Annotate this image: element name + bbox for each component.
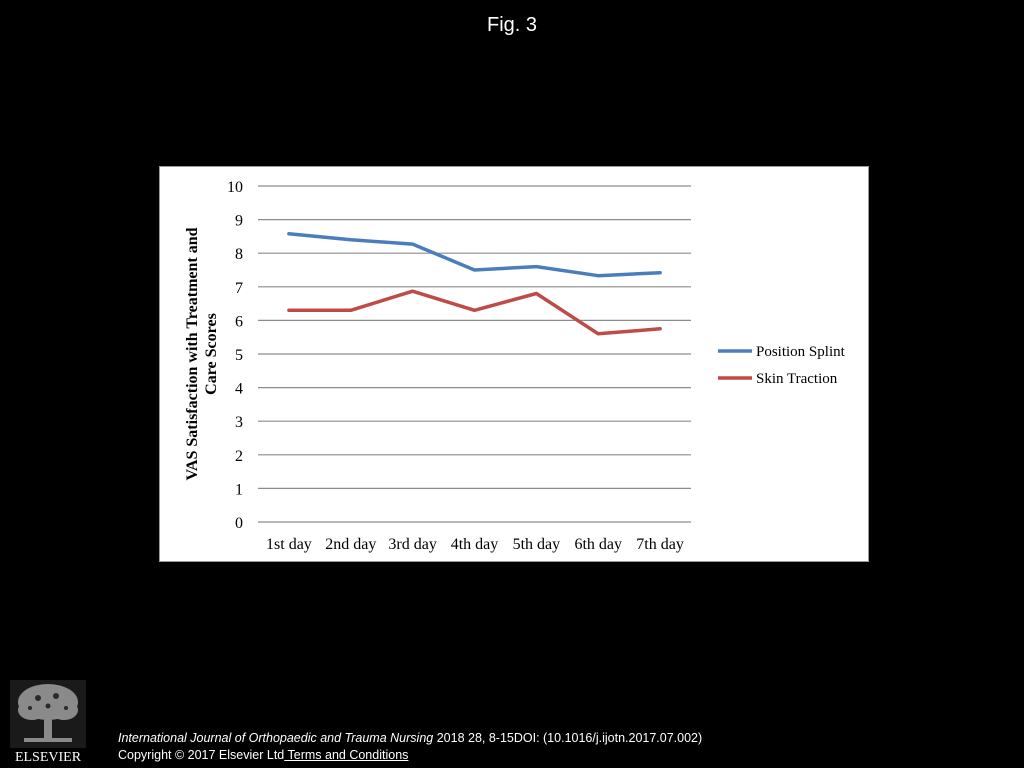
copyright-line: Copyright © 2017 Elsevier Ltd Terms and … — [118, 748, 408, 762]
x-tick-label: 6th day — [574, 536, 622, 553]
y-tick-label: 6 — [235, 313, 243, 330]
x-tick-label: 1st day — [266, 536, 312, 553]
chart-panel: 0 1 2 3 4 5 6 7 8 9 10 1st day 2nd day 3rd day 4th da… — [159, 166, 869, 562]
series-line-2 — [287, 289, 662, 336]
y-tick-label: 10 — [227, 179, 243, 196]
y-axis-label-line: Care Scores — [203, 313, 220, 395]
x-tick-label: 7th day — [636, 536, 684, 553]
journal-name: International Journal of Orthopaedic and… — [118, 731, 434, 745]
y-tick-label: 7 — [235, 280, 243, 297]
citation-details: 2018 28, 8-15DOI: (10.1016/j.ijotn.2017.… — [433, 731, 703, 745]
terms-link[interactable]: Terms and Conditions — [284, 748, 409, 762]
y-axis-ticks: 0 1 2 3 4 5 6 7 8 9 10 — [227, 179, 243, 532]
legend-label: Skin Traction — [756, 371, 838, 387]
y-tick-label: 8 — [235, 246, 243, 263]
y-tick-label: 3 — [235, 414, 243, 431]
y-tick-label: 2 — [235, 448, 243, 465]
series-line-1 — [287, 231, 662, 278]
y-tick-label: 0 — [235, 515, 243, 532]
x-tick-label: 4th day — [451, 536, 499, 553]
y-axis-label: VAS Satisfaction with Treatment and Care … — [184, 227, 220, 480]
y-tick-label: 4 — [235, 381, 243, 398]
series-lines — [287, 231, 662, 336]
gridlines — [258, 185, 691, 523]
copyright-text: Copyright © 2017 Elsevier Ltd — [118, 748, 285, 762]
y-tick-label: 1 — [235, 481, 243, 498]
legend: Position Splint Skin Traction — [718, 344, 846, 387]
publisher-wordmark: ELSEVIER — [15, 750, 82, 764]
x-tick-label: 3rd day — [388, 536, 436, 553]
legend-label: Position Splint — [756, 344, 846, 360]
y-tick-label: 9 — [235, 213, 243, 230]
figure-title: Fig. 3 — [486, 14, 538, 36]
x-tick-label: 5th day — [513, 536, 561, 553]
x-axis-ticks: 1st day 2nd day 3rd day 4th day 5th day 6th d… — [266, 536, 684, 553]
citation-line: International Journal of Orthopaedic and… — [118, 731, 702, 745]
y-axis-label-line: VAS Satisfaction with Treatment and — [184, 227, 201, 480]
line-chart: 0 1 2 3 4 5 6 7 8 9 10 1st day 2nd day 3rd day 4th da… — [184, 179, 846, 553]
elsevier-logo-icon: ELSEVIER — [10, 680, 86, 764]
x-tick-label: 2nd day — [325, 536, 376, 553]
y-tick-label: 5 — [235, 347, 243, 364]
